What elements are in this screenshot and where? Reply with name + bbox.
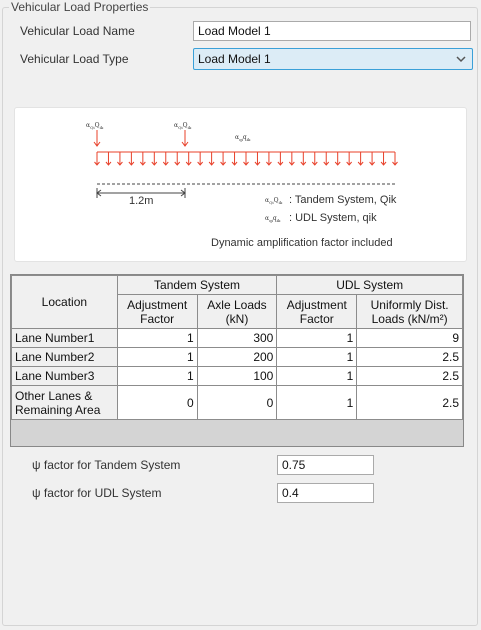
cell-udl-load[interactable]: 2.5	[356, 366, 463, 386]
udl-arrow	[311, 152, 318, 166]
header-udl-adjustment: Adjustment Factor	[276, 294, 358, 329]
cell-udl-adjustment[interactable]: 1	[276, 366, 358, 386]
cell-axle-load[interactable]: 300	[196, 328, 278, 348]
cell-udl-adjustment[interactable]: 1	[276, 328, 358, 348]
udl-arrow	[277, 152, 284, 166]
cell-tandem-adjustment[interactable]: 1	[116, 328, 198, 348]
tandem-label-1: αQiQik	[86, 122, 104, 131]
header-location: Location	[11, 275, 118, 329]
cell-udl-load[interactable]: 2.5	[356, 385, 463, 420]
udl-arrow	[369, 152, 375, 166]
udl-arrows	[94, 152, 398, 166]
psi-udl-label: ψ factor for UDL System	[32, 486, 162, 500]
cell-tandem-adjustment[interactable]: 1	[116, 347, 198, 367]
udl-arrow	[346, 152, 353, 166]
legend-tandem-text: : Tandem System, Qik	[289, 194, 397, 206]
chevron-down-icon	[456, 56, 466, 63]
spacing-label: 1.2m	[129, 195, 154, 207]
vehicular-load-type-select[interactable]: Load Model 1	[193, 48, 473, 70]
psi-tandem-input[interactable]	[277, 455, 374, 475]
vehicular-load-properties-group	[2, 7, 478, 626]
tandem-label-2: αQiQik	[174, 122, 192, 131]
cell-axle-load[interactable]: 0	[196, 385, 278, 420]
cell-udl-load[interactable]: 2.5	[356, 347, 463, 367]
udl-label: αqiqik	[235, 134, 251, 143]
vehicular-load-name-label: Vehicular Load Name	[20, 24, 135, 38]
header-axle-loads: Axle Loads (kN)	[196, 294, 278, 329]
udl-arrow	[392, 152, 398, 166]
load-diagram-drawing	[93, 130, 398, 198]
udl-arrow	[105, 152, 112, 166]
tandem-load-arrow-1	[93, 130, 101, 147]
header-tandem-system: Tandem System	[116, 275, 278, 295]
table-row: Lane Number3 1 100 1 2.5	[11, 366, 463, 386]
udl-arrow	[185, 152, 192, 166]
udl-arrow	[128, 152, 135, 166]
udl-arrow	[151, 152, 158, 166]
table-row: Lane Number1 1 300 1 9	[11, 328, 463, 348]
header-udl-system: UDL System	[276, 275, 463, 295]
table-row: Other Lanes & Remaining Area 0 0 1 2.5	[11, 385, 463, 420]
vehicular-load-name-input[interactable]	[193, 21, 471, 41]
vehicular-load-type-label: Vehicular Load Type	[20, 52, 129, 66]
udl-arrow	[139, 152, 146, 166]
psi-udl-input[interactable]	[277, 483, 374, 503]
cell-udl-load[interactable]: 9	[356, 328, 463, 348]
cell-tandem-adjustment[interactable]: 0	[116, 385, 198, 420]
table-row: Lane Number2 1 200 1 2.5	[11, 347, 463, 367]
legend-udl-text: : UDL System, qik	[289, 212, 377, 224]
udl-arrow	[323, 152, 330, 166]
group-title: Vehicular Load Properties	[9, 0, 151, 14]
header-udl-loads: Uniformly Dist. Loads (kN/m²)	[356, 294, 463, 329]
tandem-load-arrow-2	[181, 130, 189, 147]
udl-arrow	[380, 152, 387, 166]
row-location: Lane Number1	[11, 328, 118, 348]
udl-arrow	[117, 152, 123, 166]
header-tandem-adjustment: Adjustment Factor	[116, 294, 198, 329]
row-location: Other Lanes & Remaining Area	[11, 385, 118, 420]
udl-arrow	[334, 152, 341, 166]
cell-axle-load[interactable]: 200	[196, 347, 278, 367]
dynamic-factor-note: Dynamic amplification factor included	[211, 237, 393, 249]
udl-arrow	[266, 152, 272, 166]
udl-arrow	[174, 152, 181, 166]
cell-udl-adjustment[interactable]: 1	[276, 347, 358, 367]
udl-arrow	[300, 152, 307, 166]
udl-arrow	[197, 152, 204, 166]
legend-udl-symbol: αqiqik	[265, 215, 281, 224]
legend-tandem-symbol: αQiQik	[265, 197, 283, 206]
udl-arrow	[243, 152, 249, 166]
cell-tandem-adjustment[interactable]: 1	[116, 366, 198, 386]
udl-arrow	[220, 152, 226, 166]
vehicular-load-type-value: Load Model 1	[198, 52, 271, 66]
load-table: Location Tandem System UDL System Adjust…	[10, 274, 464, 447]
row-location: Lane Number2	[11, 347, 118, 367]
load-diagram: αQiQik αQiQik αqiqik 1.2m αQiQik : Tande…	[14, 107, 467, 262]
udl-arrow	[231, 152, 238, 166]
udl-arrow	[162, 152, 169, 166]
udl-arrow	[208, 152, 215, 166]
cell-udl-adjustment[interactable]: 1	[276, 385, 358, 420]
cell-axle-load[interactable]: 100	[196, 366, 278, 386]
psi-tandem-label: ψ factor for Tandem System	[32, 458, 181, 472]
spacing-dimension	[96, 188, 186, 198]
udl-arrow	[288, 152, 295, 166]
udl-arrow	[357, 152, 364, 166]
row-location: Lane Number3	[11, 366, 118, 386]
udl-arrow	[254, 152, 261, 166]
udl-arrow	[94, 152, 100, 166]
